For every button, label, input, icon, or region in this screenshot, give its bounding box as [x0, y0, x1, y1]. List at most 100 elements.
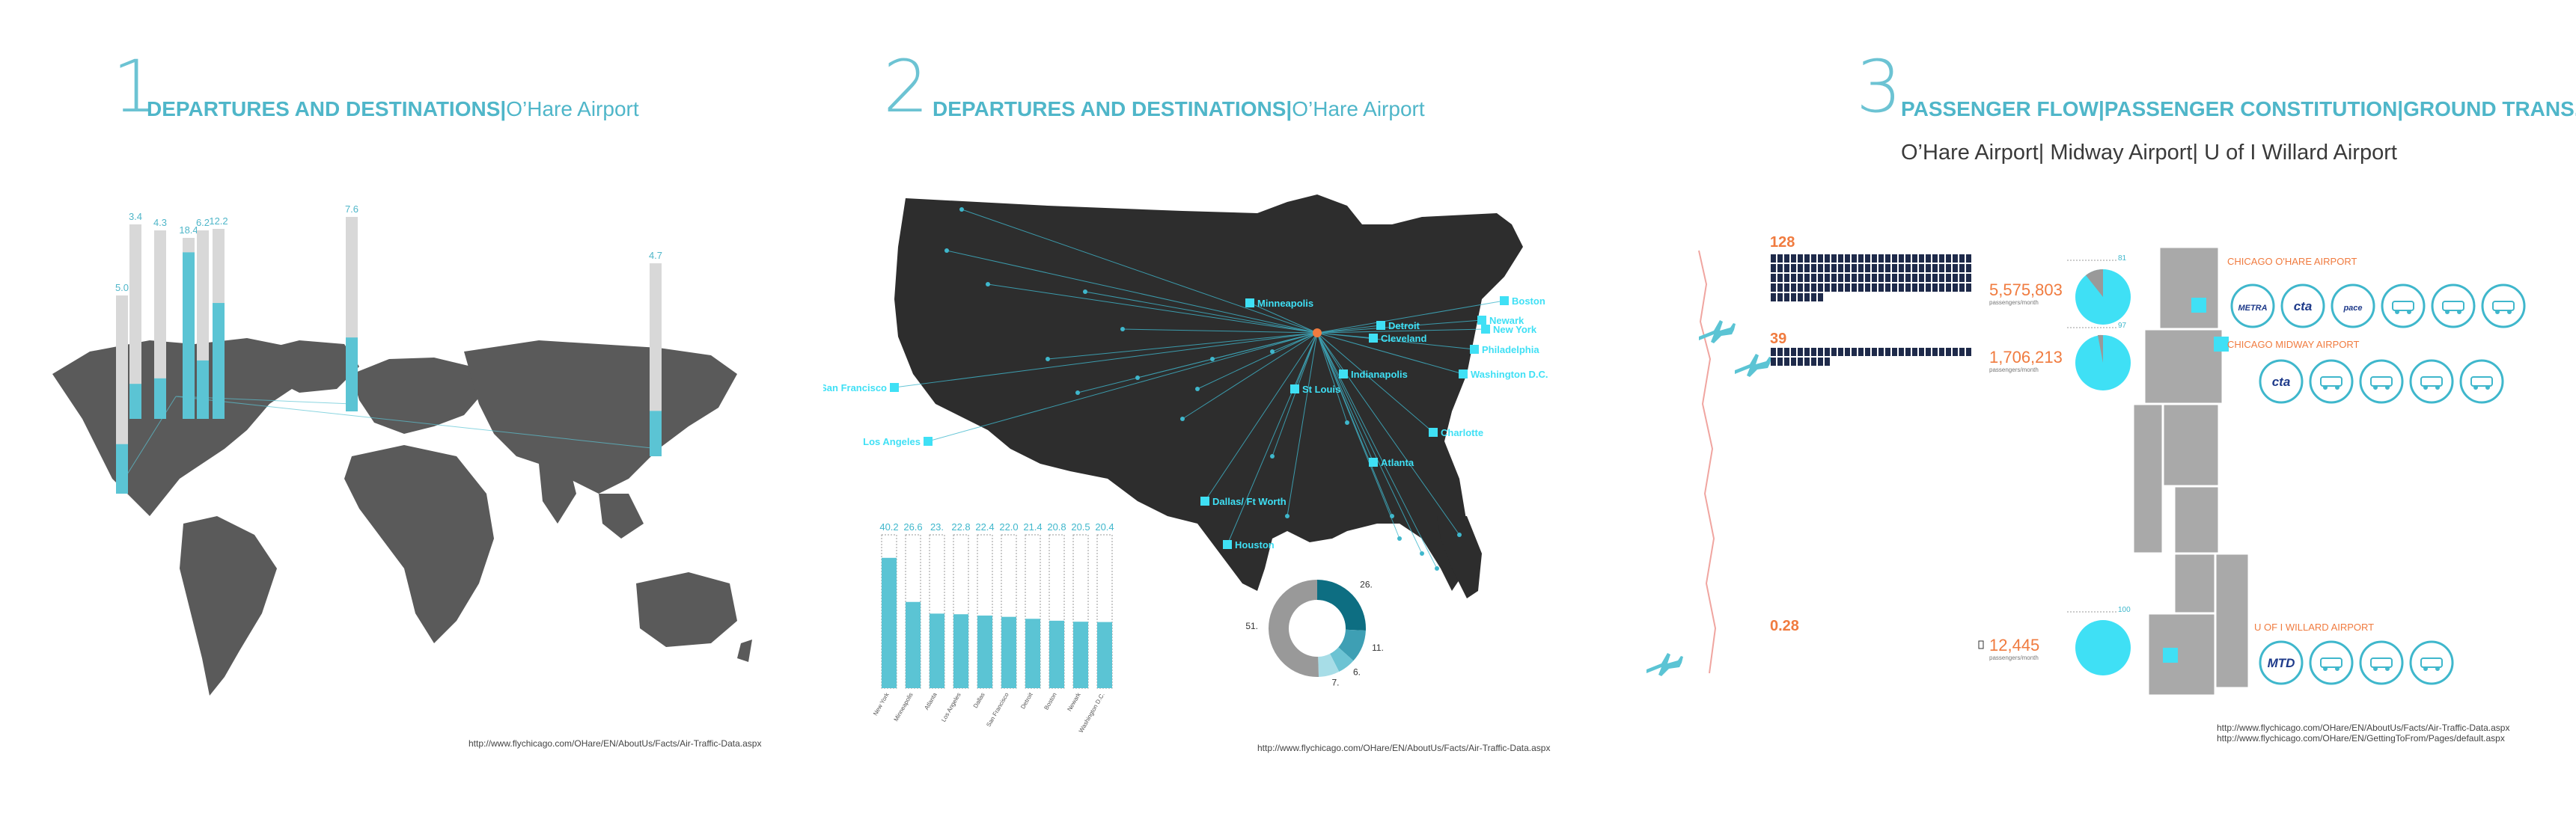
flight-block: [1926, 348, 1931, 356]
city-marker: [1376, 321, 1385, 330]
flight-block: [1818, 264, 1823, 272]
city-marker: [1470, 345, 1479, 354]
bus-icon: [2309, 359, 2354, 404]
source-link[interactable]: http://www.flychicago.com/OHare/EN/About…: [1257, 743, 1551, 753]
city-dot: [986, 282, 990, 286]
car-icon: [2409, 359, 2454, 404]
flight-block: [1939, 254, 1944, 263]
panel-1: 1 DEPARTURES AND DESTINATIONS|O’Hare Air…: [0, 0, 823, 837]
europe: [352, 358, 486, 434]
passenger-flow-chart: 81 97 100 METRA cta pace cta MTD: [1646, 245, 2526, 697]
flight-block: [1892, 274, 1897, 282]
india: [539, 464, 576, 524]
flight-block: [1791, 358, 1796, 366]
flight-block: [1939, 274, 1944, 282]
flight-block: [1771, 274, 1776, 282]
cta-icon: cta: [2280, 283, 2325, 328]
flight-block: [1959, 264, 1965, 272]
flight-block: [1831, 254, 1837, 263]
route-line: [946, 250, 1318, 334]
flight-block: [1959, 254, 1965, 263]
panel-3: 3 PASSENGER FLOW|PASSENGER CONSTITUTION|…: [1646, 0, 2576, 837]
world-bar-value: [213, 303, 225, 419]
pie-pct-3: 100: [2118, 606, 2131, 614]
panel-subtitle: O’Hare Airport| Midway Airport| U of I W…: [1901, 141, 2397, 165]
city-dot: [1046, 357, 1050, 361]
flight-block: [1784, 293, 1789, 301]
flight-block: [1872, 274, 1877, 282]
route-line: [894, 332, 1318, 388]
flight-block: [1919, 264, 1924, 272]
flight-block: [1798, 293, 1803, 301]
flight-block: [1771, 348, 1776, 356]
route-line: [1272, 332, 1318, 352]
flight-block: [1865, 348, 1870, 356]
city-dot: [1180, 417, 1185, 421]
svg-text:MTD: MTD: [2268, 656, 2295, 670]
flight-block: [1899, 254, 1904, 263]
metra-icon: METRA: [2230, 283, 2275, 328]
source-link-2[interactable]: http://www.flychicago.com/OHare/EN/Getti…: [2217, 733, 2505, 744]
dest-bar-label: 40.2: [879, 521, 898, 533]
flight-block: [1919, 274, 1924, 282]
flight-block: [1811, 264, 1816, 272]
flight-block: [1791, 274, 1796, 282]
flight-block: [1878, 254, 1884, 263]
source-link-1[interactable]: http://www.flychicago.com/OHare/EN/About…: [2217, 723, 2510, 733]
dest-bar-frame: [953, 534, 969, 689]
panel-number: 2: [883, 45, 930, 129]
donut-slice: [1338, 629, 1366, 661]
willard-marker: [2163, 648, 2178, 663]
flight-block: [1845, 348, 1850, 356]
city-label: Newark: [1489, 315, 1524, 326]
flight-block: [1946, 254, 1951, 263]
chicago-hub: [1313, 328, 1322, 337]
flight-block: [1852, 283, 1857, 292]
flight-block: [1892, 254, 1897, 263]
flight-block: [1818, 274, 1823, 282]
dest-category-label: Washington D.C.: [1078, 692, 1106, 735]
svg-text:METRA: METRA: [2238, 304, 2267, 313]
flight-block: [1966, 283, 1971, 292]
dest-category-label: Boston: [1043, 692, 1057, 711]
flight-block: [1777, 283, 1783, 292]
dest-bar-frame: [1072, 534, 1089, 689]
panel-title: DEPARTURES AND DESTINATIONS|O’Hare Airpo…: [147, 97, 639, 121]
flight-block: [1811, 293, 1816, 301]
flight-block: [1804, 348, 1810, 356]
source-link[interactable]: http://www.flychicago.com/OHare/EN/About…: [468, 738, 762, 749]
flight-block: [1892, 264, 1897, 272]
flight-block: [1804, 264, 1810, 272]
flight-block: [1784, 283, 1789, 292]
route-line: [1047, 332, 1318, 360]
svg-text:cta: cta: [2294, 299, 2313, 313]
donut-chart: 26. 11. 6. 7. 51.: [1245, 579, 1384, 687]
city-dot: [959, 207, 964, 212]
flight-block: [1858, 348, 1864, 356]
dest-bar: [1001, 616, 1016, 688]
title-light: O’Hare Airport: [1292, 97, 1425, 120]
world-bar-value: [183, 252, 195, 419]
willard-label: U OF I WILLARD AIRPORT: [2254, 622, 2375, 633]
world-bars: 5.0 3.4 4.3 18.46.2 12.2 7.6 4.7: [115, 203, 662, 494]
route-line: [1316, 332, 1374, 339]
dest-bar: [930, 613, 944, 688]
flight-block: [1872, 283, 1877, 292]
flight-block: [1912, 264, 1917, 272]
svg-text:pace: pace: [2342, 304, 2362, 313]
city-marker: [1369, 458, 1378, 467]
southeast-asia: [599, 494, 644, 539]
route-line: [1316, 332, 1348, 423]
flight-block: [1899, 283, 1904, 292]
flight-block: [1771, 254, 1776, 263]
flight-block: [1872, 264, 1877, 272]
flight-block: [1845, 274, 1850, 282]
flight-block: [1771, 293, 1776, 301]
city-dot: [1083, 289, 1087, 294]
donut-slice: [1317, 580, 1366, 631]
city-dot: [1345, 420, 1349, 425]
dest-bar-label: 21.4: [1023, 521, 1042, 533]
city-dot: [1135, 375, 1140, 380]
flight-block: [1919, 283, 1924, 292]
taxi-icon: [2309, 640, 2354, 685]
